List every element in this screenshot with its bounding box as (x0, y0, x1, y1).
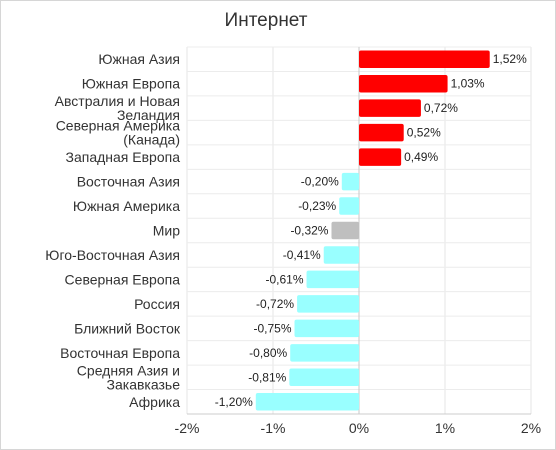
bar (359, 148, 402, 166)
category-label: Южная Европа (82, 76, 180, 92)
data-label: -0,20% (301, 175, 339, 189)
x-tick-label: -1% (261, 420, 286, 436)
bar (331, 221, 359, 240)
x-tick-label: 2% (521, 420, 541, 436)
data-label: -0,81% (248, 370, 286, 384)
category-label: Юго-Восточная Азия (45, 247, 180, 263)
x-tick-label: -2% (175, 420, 200, 436)
category-label: Австралия и Новая Зеландия (55, 93, 180, 123)
data-label: 1,52% (493, 52, 527, 66)
grid-lines (186, 46, 532, 415)
bar (359, 50, 490, 68)
category-label: Южная Америка (73, 198, 180, 214)
bar (339, 197, 359, 215)
category-label: Северная Америка (Канада) (56, 118, 181, 148)
category-label: Россия (134, 296, 180, 312)
bar (294, 319, 359, 338)
bar (359, 99, 421, 117)
bar (359, 74, 448, 93)
labels: -2% -1% 0% 1% 2% 1,52% Южная Азия 1,03% Южная Ев… (45, 51, 541, 436)
data-label: 0,72% (424, 101, 458, 115)
bar (255, 393, 359, 411)
category-label: Средняя Азия и Закавказье (77, 362, 180, 392)
data-label: -0,75% (253, 321, 291, 335)
bar (323, 246, 359, 264)
data-label: 0,52% (407, 126, 441, 140)
chart-title: Интернет (224, 10, 308, 31)
category-label: Восточная Азия (77, 174, 180, 190)
bar (306, 270, 359, 289)
data-label: -0,61% (266, 272, 304, 286)
x-tick-label: 0% (349, 420, 369, 436)
data-label: -0,32% (290, 224, 328, 238)
data-label: 1,03% (451, 77, 485, 91)
data-label: -0,23% (298, 199, 336, 213)
bar (297, 295, 359, 313)
data-label: -0,80% (249, 346, 287, 360)
data-label: -0,72% (256, 297, 294, 311)
bar (290, 344, 359, 362)
bars (255, 50, 490, 411)
category-label: Западная Европа (66, 149, 181, 165)
category-label: Мир (153, 223, 180, 239)
category-label: Южная Азия (98, 51, 180, 67)
x-tick-label: 1% (435, 420, 455, 436)
data-label: -1,20% (215, 395, 253, 409)
category-label: Африка (129, 394, 180, 410)
data-label: -0,41% (283, 248, 321, 262)
data-label: 0,49% (404, 150, 438, 164)
bar (289, 368, 359, 387)
bar (341, 172, 359, 191)
category-label: Восточная Европа (60, 345, 180, 361)
category-label: Ближний Восток (74, 320, 181, 336)
category-label: Северная Европа (65, 271, 181, 287)
bar (359, 123, 404, 142)
